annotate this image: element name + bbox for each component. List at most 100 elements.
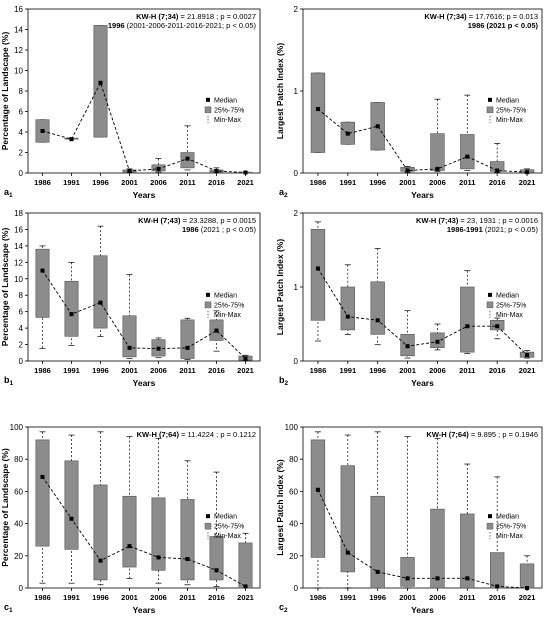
plot-frame [27,8,261,174]
y-tick-label: 4 [19,324,24,333]
y-tick-label: 10 [14,67,23,76]
stats-line-2: 1986-1991 (2021; p < 0.05) [447,225,539,234]
x-tick-label: 2011 [179,593,195,602]
y-tick-label: 2 [19,149,24,158]
y-tick-label: 0 [294,169,299,178]
legend-box-swatch [486,522,494,530]
y-tick-label: 14 [14,242,23,251]
stats-line-1: KW-H (7;43) = 23, 1931 ; p = 0.0016 [416,216,538,225]
stats-line-1: KW-H (7;64) = 9.895 ; p = 0.1946 [426,430,538,439]
iqr-box [310,228,326,321]
iqr-box [519,563,535,589]
y-tick-label: 10 [14,275,23,284]
median-point [185,156,190,161]
x-axis-title: Years [133,378,156,388]
iqr-box [122,495,137,568]
legend-box-swatch [204,301,212,309]
legend-item-median: Median [496,97,519,104]
legend: Median 25%-75% Min-Max [486,292,526,319]
y-tick-label: 1 [294,283,299,292]
median-trend-line [42,81,246,173]
median-point [40,268,45,273]
x-tick-label: 2011 [459,366,475,375]
median-point [405,168,410,173]
x-tick-label: 2016 [489,366,506,375]
box-1986 [35,431,50,584]
chart-panel-a2: 0 1 2 1986 1991 1996 2001 2006 2011 2016 2021 Years… [275,5,543,200]
box-1986 [310,431,326,589]
x-tick-label: 2021 [237,178,254,187]
legend-item-median: Median [214,514,237,521]
chart-panel-a1: 0 2 4 6 8 10 12 14 16 1986 1991 1996 2001 2006 2011 201… [0,5,261,200]
x-tick-label: 2016 [208,366,225,375]
x-tick-label: 2006 [429,366,446,375]
box-2006 [430,98,445,172]
stats-line-2: 1986 (2021 ; p < 0.05) [182,225,257,234]
median-point [405,344,410,349]
box-1991 [340,264,355,335]
iqr-box [93,255,108,329]
box-1986 [35,245,50,350]
iqr-box [490,552,505,589]
y-tick-label: 1 [294,87,299,96]
y-tick-label: 12 [14,258,23,267]
y-tick-label: 14 [14,26,23,35]
median-point [495,584,500,589]
box-2001 [400,436,415,589]
median-point [156,166,161,171]
legend-item-median: Median [214,97,237,104]
plot-frame [302,8,543,174]
median-point [435,166,440,171]
legend-median-swatch [488,97,492,102]
iqr-box [93,484,108,581]
y-tick-label: 0 [294,584,299,593]
median-point [525,170,530,175]
legend-median-swatch [488,514,492,519]
stats-line-1: KW-H (7;34) = 17.7616; p = 0.013 [424,12,538,21]
y-tick-label: 16 [14,225,23,234]
iqr-box [209,536,224,581]
median-point [465,154,470,159]
panel-label: c2 [279,602,288,614]
iqr-box [64,460,79,550]
box-2011 [460,94,475,171]
legend: Median 25%-75% Min-Max [486,97,526,124]
x-tick-label: 1996 [92,366,109,375]
x-tick-label: 2021 [519,178,536,187]
legend-item-iqr: 25%-75% [496,107,526,114]
median-point [315,266,320,271]
stats-line-1: KW-H (7;34) = 21.8918 ; p = 0.0027 [136,12,256,21]
iqr-box [370,495,385,589]
legend-item-iqr: 25%-75% [214,302,244,309]
median-trend-line [42,476,246,587]
median-point [375,569,380,574]
legend-item-minmax: Min-Max [214,533,241,540]
x-tick-label: 2011 [459,178,475,187]
box-2021 [519,555,535,589]
iqr-box [310,72,326,153]
iqr-box [180,499,195,581]
panel-label: b1 [4,375,14,387]
median-point [465,576,470,581]
iqr-box [340,286,355,331]
median-point [156,346,161,351]
iqr-box [370,281,385,335]
median-point [315,487,320,492]
iqr-box [460,134,475,170]
legend-item-iqr: 25%-75% [214,107,244,114]
median-point [525,353,530,358]
median-point [214,328,219,333]
x-axis-title: Years [411,378,434,388]
median-point [243,170,248,175]
x-tick-label: 1991 [339,178,356,187]
x-tick-label: 2006 [429,593,446,602]
legend-median-swatch [206,514,210,519]
median-point [375,124,380,129]
x-tick-label: 2011 [179,178,195,187]
box-2006 [430,323,445,351]
median-trend-line [317,108,528,173]
x-tick-label: 1986 [310,178,327,187]
median-point [495,168,500,173]
median-point [185,557,190,562]
box-2001 [122,436,137,579]
